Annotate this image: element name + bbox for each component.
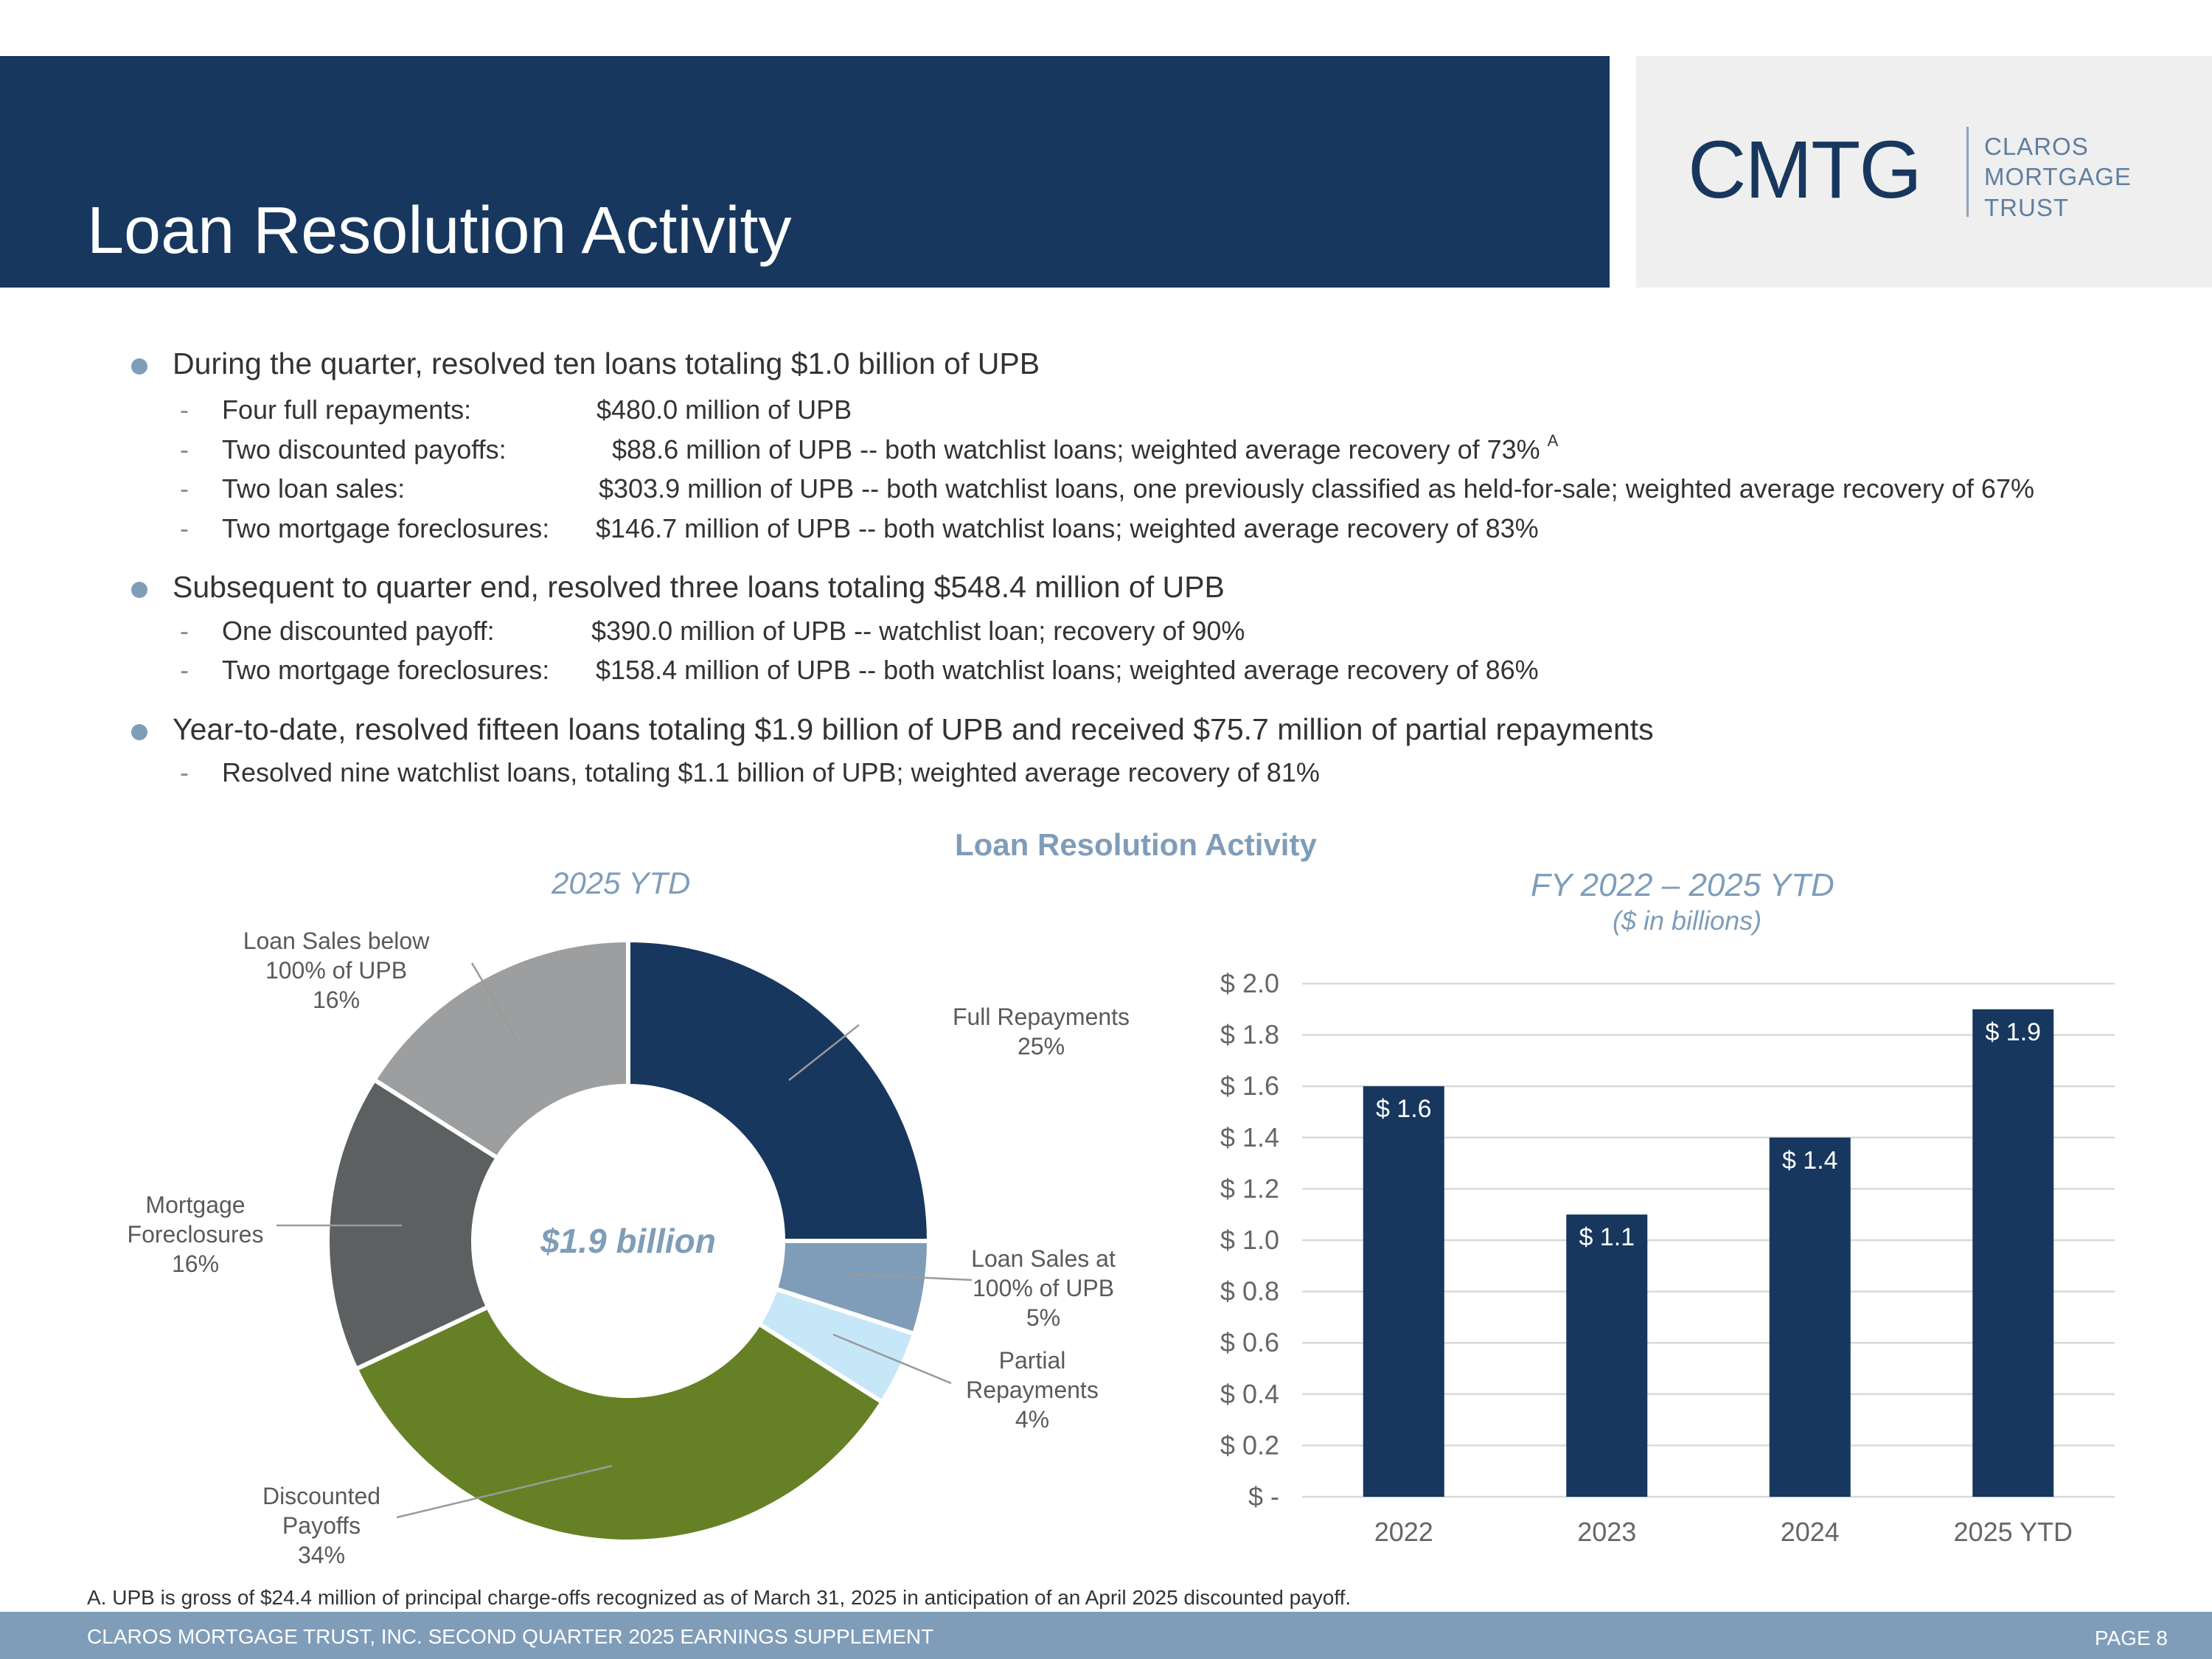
pie-label: Loan Sales below [243,928,431,954]
bullet-dot-icon [131,582,147,598]
sub-bullet-value: $303.9 million of UPB -- both watchlist … [599,473,2034,504]
logo-mark: CMTG [1688,125,1922,215]
pie-label: Payoffs [282,1512,361,1539]
sub-bullet-label: Two mortgage foreclosures: [222,655,550,685]
logo-name-line: MORTGAGE [1984,163,2132,191]
footnote: A. UPB is gross of $24.4 million of prin… [87,1586,1352,1609]
bar-chart-subtitle: ($ in billions) [1613,905,1762,936]
pie-leader-line [470,962,519,1042]
sub-bullet-dash: - [180,757,189,787]
sub-bullet-value: $158.4 million of UPB -- both watchlist … [596,655,1539,685]
bar-data-label: $ 1.6 [1376,1095,1432,1123]
pie-label: Foreclosures [128,1221,264,1248]
pie-label: Repayments [966,1377,1099,1403]
pie-percent-label: 16% [313,987,360,1013]
bar-data-label: $ 1.1 [1579,1223,1635,1251]
pie-label: Mortgage [145,1192,245,1218]
pie-center-label: $1.9 billion [540,1222,716,1260]
x-tick-label: 2024 [1781,1517,1840,1547]
sub-bullet-value: $390.0 million of UPB -- watchlist loan;… [591,616,1245,646]
logo-divider [1966,127,1969,217]
pie-percent-label: 16% [172,1251,219,1277]
sub-bullet-value: $480.0 million of UPB [597,394,852,425]
x-tick-label: 2022 [1374,1517,1433,1547]
pie-slice [325,1077,501,1372]
bullet-text: Year-to-date, resolved fifteen loans tot… [173,712,1654,746]
bar-data-label: $ 1.9 [1985,1018,2041,1046]
bullet-dot-icon [131,724,147,740]
bar [1566,1214,1648,1497]
y-tick-label: $ 0.4 [1220,1379,1279,1409]
y-tick-label: $ 1.4 [1220,1122,1279,1152]
sub-bullet-dash: - [180,616,189,646]
sub-bullet-dash: - [180,473,189,504]
bar [1972,1009,2054,1497]
y-tick-label: $ 1.0 [1220,1225,1279,1255]
sub-bullet-dash: - [180,434,189,465]
bullet-dot-icon [131,358,147,375]
sub-bullet-label: Four full repayments: [222,394,472,425]
bar [1769,1137,1851,1497]
logo-name: CLAROS MORTGAGE TRUST [1984,131,2132,223]
logo-name-line: CLAROS [1984,133,2089,160]
sub-bullet-value: $146.7 million of UPB -- both watchlist … [596,513,1539,543]
logo-name-line: TRUST [1984,193,2069,221]
y-tick-label: $ 1.6 [1220,1071,1279,1101]
sub-bullet-dash: - [180,655,189,685]
page-title: Loan Resolution Activity [87,194,792,268]
y-tick-label: $ 0.6 [1220,1327,1279,1357]
sub-bullet-value: $88.6 million of UPB -- both watchlist l… [612,431,1559,465]
logo: CMTG CLAROS MORTGAGE TRUST [1636,56,2212,288]
pie-percent-label: 34% [298,1542,345,1568]
y-tick-label: $ 1.2 [1220,1173,1279,1203]
sub-bullet-label: Two mortgage foreclosures: [222,513,550,543]
pie-percent-label: 5% [1026,1304,1060,1331]
y-tick-label: $ 0.2 [1220,1430,1279,1460]
pie-slice [352,1304,886,1544]
pie-label: 100% of UPB [973,1275,1114,1301]
pie-label: Partial [999,1347,1066,1374]
x-tick-label: 2023 [1577,1517,1636,1547]
sub-bullet-dash: - [180,513,189,543]
pie-slice [626,937,932,1243]
bar-data-label: $ 1.4 [1782,1147,1838,1175]
bar-chart-title: FY 2022 – 2025 YTD [1531,867,1834,903]
chart-section-title: Loan Resolution Activity [955,827,1317,862]
pie-label: 100% of UPB [265,957,407,984]
pie-label: Full Repayments [953,1004,1130,1030]
y-tick-label: $ 1.8 [1220,1020,1279,1050]
bar [1363,1086,1444,1497]
sub-bullet-value-text: $88.6 million of UPB -- both watchlist l… [612,434,1540,465]
bullet-text: During the quarter, resolved ten loans t… [173,347,1040,380]
sub-bullet-label: Two discounted payoffs: [222,434,507,465]
pie-leader-line [849,1273,973,1281]
sub-bullet-label: Resolved nine watchlist loans, totaling … [222,757,1320,787]
pie-leader-line [788,1024,860,1081]
pie-label: Loan Sales at [971,1245,1116,1272]
footnote-marker: A [1547,431,1559,450]
footer-text: CLAROS MORTGAGE TRUST, INC. SECOND QUART… [87,1625,934,1648]
footer-bar: CLAROS MORTGAGE TRUST, INC. SECOND QUART… [0,1612,2212,1659]
y-tick-label: $ 2.0 [1220,968,1279,998]
pie-percent-label: 4% [1015,1406,1049,1433]
sub-bullet-label: One discounted payoff: [222,616,495,646]
bullet-text: Subsequent to quarter end, resolved thre… [173,570,1225,604]
y-tick-label: $ - [1248,1481,1279,1512]
header-bar [0,56,1610,288]
y-tick-label: $ 0.8 [1220,1276,1279,1307]
sub-bullet-label: Two loan sales: [222,473,406,504]
pie-leader-line [396,1464,613,1519]
pie-label: Discounted [262,1483,380,1509]
page-number: PAGE 8 [2094,1627,2168,1649]
pie-chart-title: 2025 YTD [552,866,691,900]
pie-slice [371,937,630,1161]
x-tick-label: 2025 YTD [1954,1517,2073,1547]
pie-leader-line [832,1333,952,1385]
sub-bullet-dash: - [180,394,189,425]
pie-percent-label: 25% [1018,1033,1065,1060]
